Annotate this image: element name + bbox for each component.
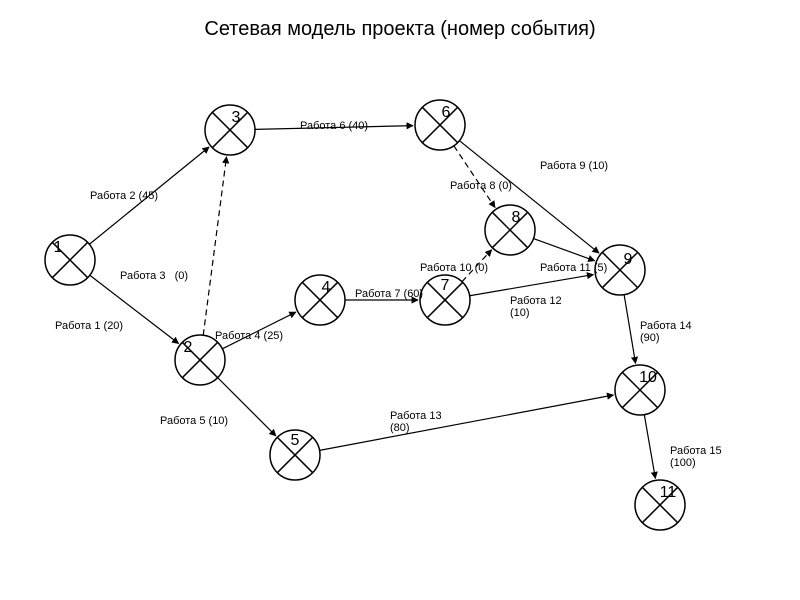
edge-label-4-7: Работа 7 (60) (355, 288, 423, 300)
node-8 (485, 205, 535, 255)
node-label-1: 1 (54, 239, 63, 257)
node-label-4: 4 (322, 279, 331, 297)
node-label-9: 9 (624, 251, 633, 269)
edge-label-2-5: Работа 5 (10) (160, 415, 228, 427)
node-6 (415, 100, 465, 150)
edge-1-2 (90, 275, 179, 343)
node-label-8: 8 (512, 209, 521, 227)
node-3 (205, 105, 255, 155)
node-label-5: 5 (291, 432, 300, 450)
edge-label-7-8: Работа 10 (0) (420, 262, 488, 274)
edge-label-1-3: Работа 2 (45) (90, 190, 158, 202)
node-label-2: 2 (184, 339, 193, 357)
edge-label-10-11: Работа 15 (100) (670, 445, 722, 469)
node-label-10: 10 (639, 369, 657, 387)
node-label-11: 11 (660, 484, 677, 502)
edge-label-5-10: Работа 13 (80) (390, 410, 442, 434)
edge-6-8 (454, 146, 495, 208)
edge-label-1-2: Работа 1 (20) (55, 320, 123, 332)
edge-label-2-4: Работа 4 (25) (215, 330, 283, 342)
edge-label-3-6: Работа 6 (40) (300, 120, 368, 132)
node-1 (45, 235, 95, 285)
edge-5-10 (320, 395, 614, 450)
edge-label-7-9: Работа 12 (10) (510, 295, 562, 319)
network-svg (0, 0, 800, 600)
node-label-3: 3 (232, 109, 241, 127)
node-label-6: 6 (442, 104, 451, 122)
edge-label-2-3: Работа 3 (0) (120, 270, 188, 282)
node-2 (175, 335, 225, 385)
node-label-7: 7 (441, 277, 450, 295)
edge-label-8-9: Работа 11 (5) (540, 262, 607, 274)
edge-9-10 (624, 295, 635, 364)
edge-2-5 (218, 378, 276, 436)
node-4 (295, 275, 345, 325)
edge-2-3 (203, 157, 226, 335)
edge-7-9 (470, 275, 594, 296)
edge-10-11 (644, 415, 655, 479)
edge-label-6-8: Работа 8 (0) (450, 180, 512, 192)
edge-label-9-10: Работа 14 (90) (640, 320, 692, 344)
edge-label-6-9: Работа 9 (10) (540, 160, 608, 172)
